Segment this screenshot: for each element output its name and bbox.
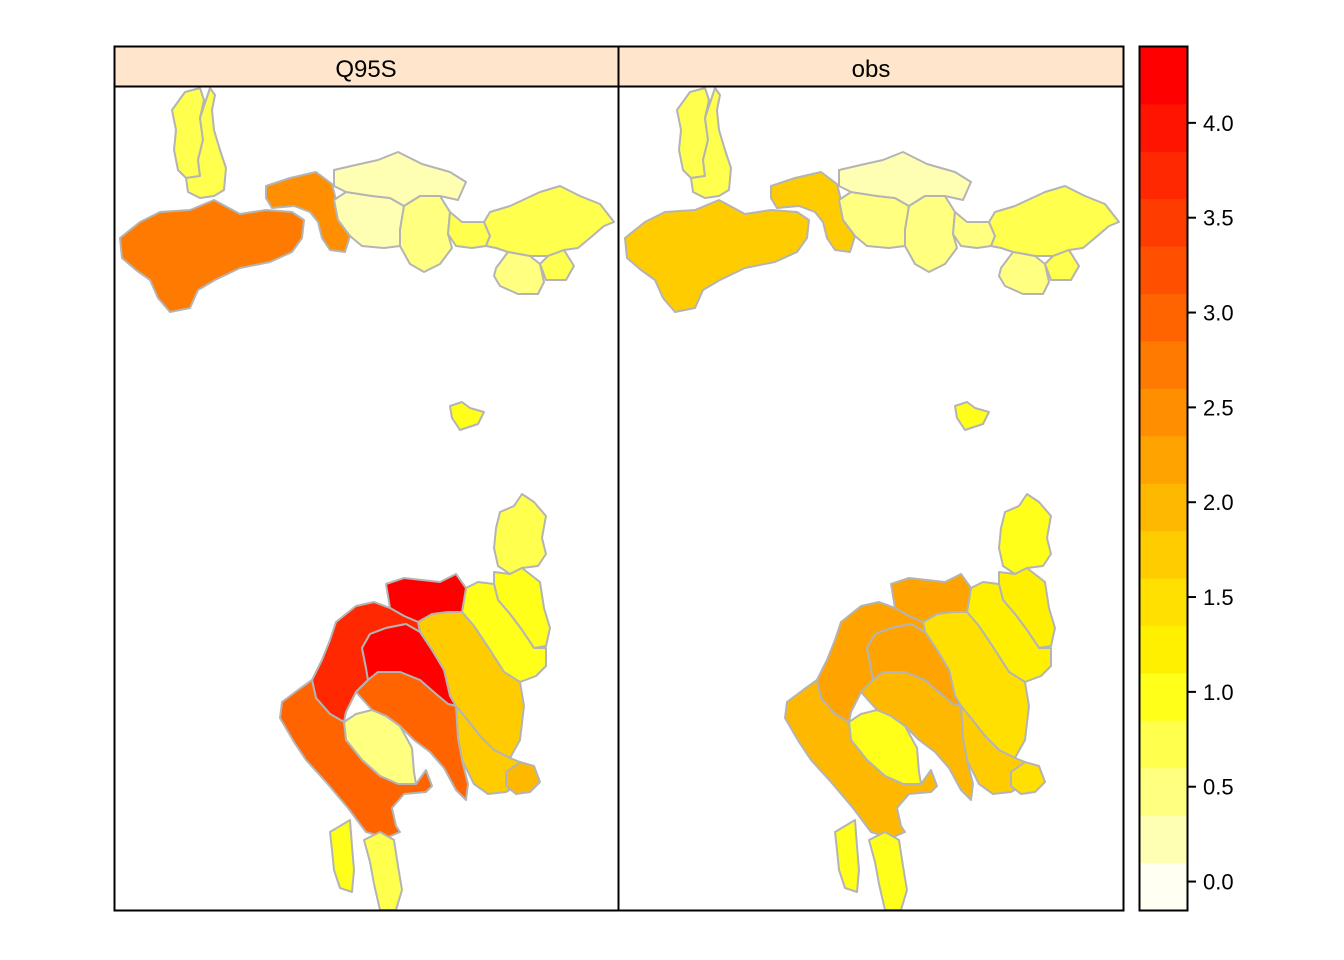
map-q95s bbox=[119, 87, 615, 910]
map-region-r7 bbox=[399, 195, 453, 273]
color-key-swatch bbox=[1140, 625, 1187, 674]
color-key-tick-label: 3.0 bbox=[1203, 301, 1234, 326]
map-region-r4 bbox=[770, 171, 856, 253]
map-region-r2 bbox=[690, 87, 732, 199]
map-region-r26 bbox=[868, 831, 908, 910]
color-key-tick-label: 0.5 bbox=[1203, 775, 1234, 800]
color-key-swatch bbox=[1140, 530, 1187, 579]
map-region-r6 bbox=[838, 151, 972, 207]
panel-obs: obs bbox=[617, 45, 1125, 912]
color-key-swatch bbox=[1140, 435, 1187, 484]
strip-obs bbox=[617, 45, 1125, 88]
strip-label-obs: obs bbox=[852, 56, 891, 83]
map-region-r25 bbox=[329, 819, 355, 893]
map-region-r4 bbox=[265, 171, 351, 253]
color-key-tick-label: 0.0 bbox=[1203, 870, 1234, 895]
map-region-r11 bbox=[539, 249, 575, 281]
strip-q95s bbox=[113, 45, 620, 88]
color-key-swatch bbox=[1140, 151, 1187, 200]
map-region-r18 bbox=[1010, 761, 1046, 795]
color-key-frame bbox=[1138, 45, 1189, 912]
map-obs bbox=[624, 87, 1120, 910]
color-key-swatch bbox=[1140, 483, 1187, 532]
color-key: 0.0 0.5 1.0 1.5 2.0 2.5 3.0 3.5 4.0 bbox=[1138, 45, 1234, 912]
map-region-r6 bbox=[333, 151, 467, 207]
color-key-swatch bbox=[1140, 767, 1187, 816]
strip-label-q95s: Q95S bbox=[335, 56, 396, 83]
map-region-r12 bbox=[954, 401, 990, 431]
map-region-r12 bbox=[449, 401, 485, 431]
map-region-r13 bbox=[493, 493, 547, 575]
color-key-swatch bbox=[1140, 293, 1187, 342]
color-key-swatches bbox=[1140, 47, 1187, 911]
color-key-ticks: 0.0 0.5 1.0 1.5 2.0 2.5 3.0 3.5 4.0 bbox=[1187, 111, 1234, 895]
map-region-r10 bbox=[998, 251, 1050, 295]
map-region-r26 bbox=[363, 831, 403, 910]
color-key-tick-label: 3.5 bbox=[1203, 206, 1234, 231]
map-region-r7 bbox=[904, 195, 958, 273]
map-region-r9 bbox=[988, 185, 1120, 257]
color-key-swatch bbox=[1140, 720, 1187, 769]
color-key-swatch bbox=[1140, 103, 1187, 152]
color-key-tick-label: 4.0 bbox=[1203, 111, 1234, 136]
color-key-swatch bbox=[1140, 246, 1187, 295]
panel-q95s: Q95S bbox=[113, 45, 620, 912]
color-key-swatch bbox=[1140, 672, 1187, 721]
color-key-tick-label: 1.0 bbox=[1203, 680, 1234, 705]
color-key-tick-label: 1.5 bbox=[1203, 585, 1234, 610]
color-key-swatch bbox=[1140, 388, 1187, 437]
map-region-r25 bbox=[834, 819, 860, 893]
map-region-r11 bbox=[1044, 249, 1080, 281]
color-key-swatch bbox=[1140, 862, 1187, 911]
panel-frame-obs bbox=[617, 85, 1125, 912]
map-region-r13 bbox=[998, 493, 1052, 575]
map-region-r2 bbox=[185, 87, 227, 199]
color-key-swatch bbox=[1140, 47, 1187, 105]
map-region-r3 bbox=[119, 199, 305, 313]
map-region-r24 bbox=[784, 679, 938, 839]
color-key-swatch bbox=[1140, 340, 1187, 389]
map-region-r10 bbox=[493, 251, 545, 295]
color-key-swatch bbox=[1140, 578, 1187, 626]
map-region-r24 bbox=[279, 679, 433, 839]
color-key-tick-label: 2.5 bbox=[1203, 395, 1234, 420]
color-key-swatch bbox=[1140, 198, 1187, 247]
map-region-r8 bbox=[952, 211, 996, 249]
map-region-r18 bbox=[505, 761, 541, 795]
color-key-swatch bbox=[1140, 815, 1187, 864]
color-key-tick-label: 2.0 bbox=[1203, 490, 1234, 515]
map-region-r3 bbox=[624, 199, 810, 313]
map-region-r8 bbox=[447, 211, 491, 249]
map-region-r9 bbox=[483, 185, 615, 257]
